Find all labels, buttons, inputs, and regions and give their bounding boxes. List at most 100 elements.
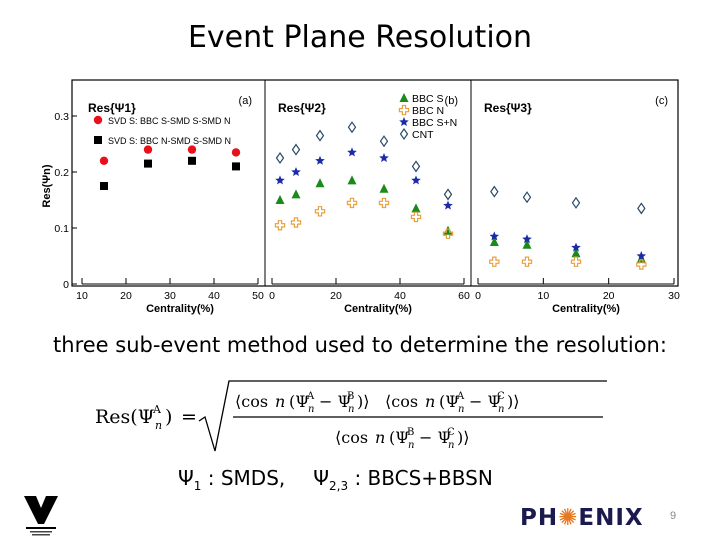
phoenix-star-icon: ✺ (558, 505, 579, 531)
formula-lhs-close: ) (165, 406, 172, 428)
numerator-term-2-sup-b: C (497, 391, 505, 402)
plot-frame (71, 79, 679, 287)
legend-marker-shape (399, 117, 409, 126)
data-point-shape (144, 159, 152, 168)
data-point-shape (411, 160, 421, 173)
slide-caption: three sub-event method used to determine… (53, 333, 667, 357)
denominator-term-sup-b: C (447, 427, 455, 438)
data-point-shape (489, 256, 500, 267)
data-point-shape (410, 211, 422, 223)
data-point-shape (346, 197, 358, 209)
y-axis-label: Res(Ψn) (41, 164, 53, 207)
data-point-shape (314, 206, 326, 217)
resolution-formula: Res(ΨAn) =⟨cos n (ΨAn − ΨBn)⟩ ⟨cos n (ΨAn − ΨC… (95, 380, 607, 452)
legend-panel-1: SVD S: BBC S-SMD S-SMD N SVD S: BBC N-SMD… (93, 115, 231, 146)
numerator-term-2-close: )⟩ (507, 392, 519, 411)
panel-title: Res{Ψ3} (484, 101, 532, 115)
data-point (378, 197, 390, 209)
numerator-term-2-n: n (425, 392, 435, 411)
data-point (231, 148, 241, 157)
psi1-subscript: 1 (193, 479, 202, 493)
denominator-term-psi-a: (Ψ (389, 428, 409, 447)
legend-label: BBC S+N (412, 117, 457, 129)
x-tick-label: 40 (208, 290, 220, 302)
data-point-shape (187, 145, 197, 154)
numerator-term-1-psi-b: − Ψ (319, 392, 352, 411)
data-point (144, 159, 152, 168)
legend-marker (399, 117, 409, 126)
data-point (143, 145, 153, 154)
data-point (521, 256, 533, 267)
data-point (411, 160, 421, 173)
x-tick-label: 30 (668, 290, 680, 302)
data-point (571, 242, 581, 252)
data-point-shape (275, 151, 285, 165)
data-point-shape (411, 203, 421, 213)
data-point (347, 147, 357, 157)
data-point (315, 178, 325, 188)
data-point (274, 220, 286, 231)
x-tick-label: 20 (330, 290, 342, 302)
data-point (291, 167, 301, 176)
x-tick-label: 40 (394, 290, 406, 302)
numerator-term-1-cos: ⟨cos (235, 392, 268, 411)
data-point-shape (443, 188, 453, 201)
legend-label: CNT (412, 129, 434, 141)
data-point-shape (291, 167, 301, 176)
x-tick-label: 10 (537, 290, 549, 302)
numerator-term-2-psi-a: (Ψ (439, 392, 459, 411)
data-point-shape (379, 183, 389, 193)
series-cnt (490, 185, 646, 215)
data-point-shape (274, 220, 286, 231)
series-bbc-n (489, 256, 647, 270)
data-point-shape (521, 256, 533, 267)
legend-marker (399, 127, 409, 141)
psi23-subscript: 2,3 (329, 479, 349, 493)
denominator-term-sub-a: n (408, 440, 414, 451)
x-tick-label: 20 (603, 290, 615, 302)
data-point-shape (347, 147, 357, 157)
series-bbc-s-n (489, 231, 647, 260)
x-tick-label: 20 (120, 290, 132, 302)
data-point-shape (489, 231, 500, 241)
formula-lhs-sub: n (155, 419, 162, 432)
formula-lhs: Res(Ψ (95, 406, 154, 428)
data-point-shape (490, 185, 499, 198)
denominator-term-cos: ⟨cos (335, 428, 368, 447)
y-tick-label: 0 (63, 279, 69, 291)
logo-text-left: PH (520, 505, 559, 531)
numerator-term-2-sup-a: A (456, 391, 465, 402)
data-point (315, 129, 325, 142)
data-point (522, 239, 532, 249)
series-bbc-s (489, 237, 646, 263)
data-point (291, 189, 301, 199)
denominator-term-sub-b: n (448, 440, 454, 451)
data-point-shape (636, 251, 647, 260)
y-tick-label: 0.1 (54, 223, 69, 235)
data-point-shape (570, 256, 582, 267)
data-point (379, 153, 389, 162)
psi1-description: : SMDS, (201, 466, 286, 490)
numerator-term-1-sup-b: B (347, 391, 354, 402)
data-point-shape (231, 148, 241, 157)
data-point-shape (411, 175, 421, 185)
denominator-term-n: n (375, 428, 385, 447)
numerator-term-2-sub-b: n (498, 404, 504, 415)
data-point-shape (637, 202, 646, 215)
data-point-shape (636, 259, 647, 270)
data-point (290, 217, 302, 228)
data-point (411, 175, 421, 185)
series-svd-s-bbc-n-smd-s-smd-n (100, 156, 240, 190)
panel-2: 0 20 40 60 Centrality(%) Res{Ψ2} (b) (264, 80, 470, 315)
data-point (442, 228, 454, 239)
panel-3: 0 10 20 30 Centrality(%) Res{Ψ3} (c) (470, 80, 680, 315)
data-point (100, 182, 108, 190)
legend-marker-shape (93, 115, 103, 125)
data-point (275, 175, 285, 185)
psi-symbol: Ψ (313, 466, 329, 490)
x-tick-label: 0 (475, 290, 481, 302)
data-point-shape (275, 195, 285, 204)
data-point (379, 135, 389, 148)
numerator-term-2-sub-a: n (458, 404, 464, 415)
